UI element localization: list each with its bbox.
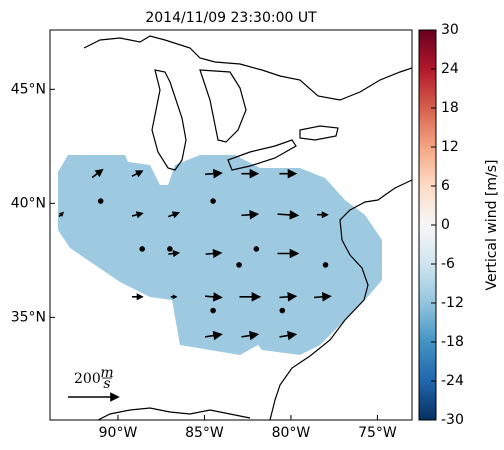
gulf-coast — [97, 407, 251, 420]
wind-vector — [277, 248, 300, 259]
wind-vector — [277, 210, 300, 220]
wind-field — [58, 155, 382, 355]
key-value: 200 — [74, 371, 101, 387]
colorbar-tick-label: -6 — [441, 256, 455, 272]
wind-vector — [236, 262, 242, 268]
wind-vector — [131, 211, 144, 219]
wind-vector — [168, 250, 181, 258]
wind-vector — [279, 292, 298, 302]
wind-vector — [204, 330, 223, 341]
key-unit-num: m — [100, 365, 113, 381]
wind-vector — [205, 168, 223, 179]
wind-vector — [210, 307, 216, 314]
map-area — [58, 35, 412, 420]
wind-vector — [205, 248, 223, 259]
colorbar-tick-label: 24 — [441, 61, 459, 77]
wind-vector — [167, 246, 173, 252]
wind-vector — [131, 293, 144, 301]
colorbar-tick-label: -12 — [441, 295, 464, 311]
colorbar-tick-label: 18 — [441, 100, 459, 116]
wind-vector — [91, 168, 104, 179]
wind-vector — [139, 246, 145, 252]
wind-vector — [210, 198, 216, 204]
x-tick-label: 85°W — [185, 425, 224, 441]
lake-ontario — [299, 125, 339, 141]
plot-frame — [49, 29, 413, 421]
colorbar-label: Vertical wind [m/s] — [484, 160, 500, 291]
wind-vector — [170, 294, 178, 300]
wind-vector — [253, 246, 260, 252]
wind-vector — [279, 168, 298, 179]
y-tick-label: 45°N — [11, 81, 46, 97]
lake-michigan — [151, 69, 187, 171]
key-unit-den: s — [103, 376, 110, 392]
chart-title: 2014/11/09 23:30:00 UT — [145, 10, 317, 26]
wind-vector — [241, 209, 260, 220]
y-tick-label: 40°N — [11, 195, 46, 211]
coastlines — [83, 35, 412, 420]
wind-vector — [58, 211, 65, 218]
colorbar-tick-label: 12 — [441, 139, 459, 155]
key-arrow — [68, 392, 120, 402]
colorbar-tick-label: 0 — [441, 217, 450, 233]
colorbar-tick-label: -18 — [441, 334, 464, 350]
wind-vector — [279, 307, 286, 314]
lake-huron — [199, 69, 247, 143]
coastline — [83, 35, 412, 101]
x-tick-label: 80°W — [272, 425, 311, 441]
colorbar-tick-label: 6 — [441, 178, 450, 194]
wind-vector — [97, 198, 104, 204]
colorbar-tick-label: -24 — [441, 373, 464, 389]
wind-vector — [241, 330, 260, 341]
y-tick-label: 35°N — [11, 309, 46, 325]
lake-erie — [227, 139, 297, 171]
quiver-key: 200 ms — [68, 365, 120, 402]
wind-vector — [205, 292, 223, 302]
colorbar-tick-label: -30 — [441, 412, 464, 428]
wind-vector — [241, 168, 260, 179]
wind-vector — [168, 211, 180, 219]
x-tick-label: 90°W — [99, 425, 138, 441]
colorbar-tick-label: 30 — [441, 22, 459, 38]
wind-vector — [131, 170, 144, 178]
x-tick-label: 75°W — [358, 425, 397, 441]
wind-vector — [239, 292, 262, 302]
wind-vector — [279, 330, 298, 341]
wind-vector — [317, 211, 329, 219]
wind-vector — [313, 292, 332, 302]
wind-vector — [322, 262, 329, 268]
east-coast — [269, 179, 412, 420]
